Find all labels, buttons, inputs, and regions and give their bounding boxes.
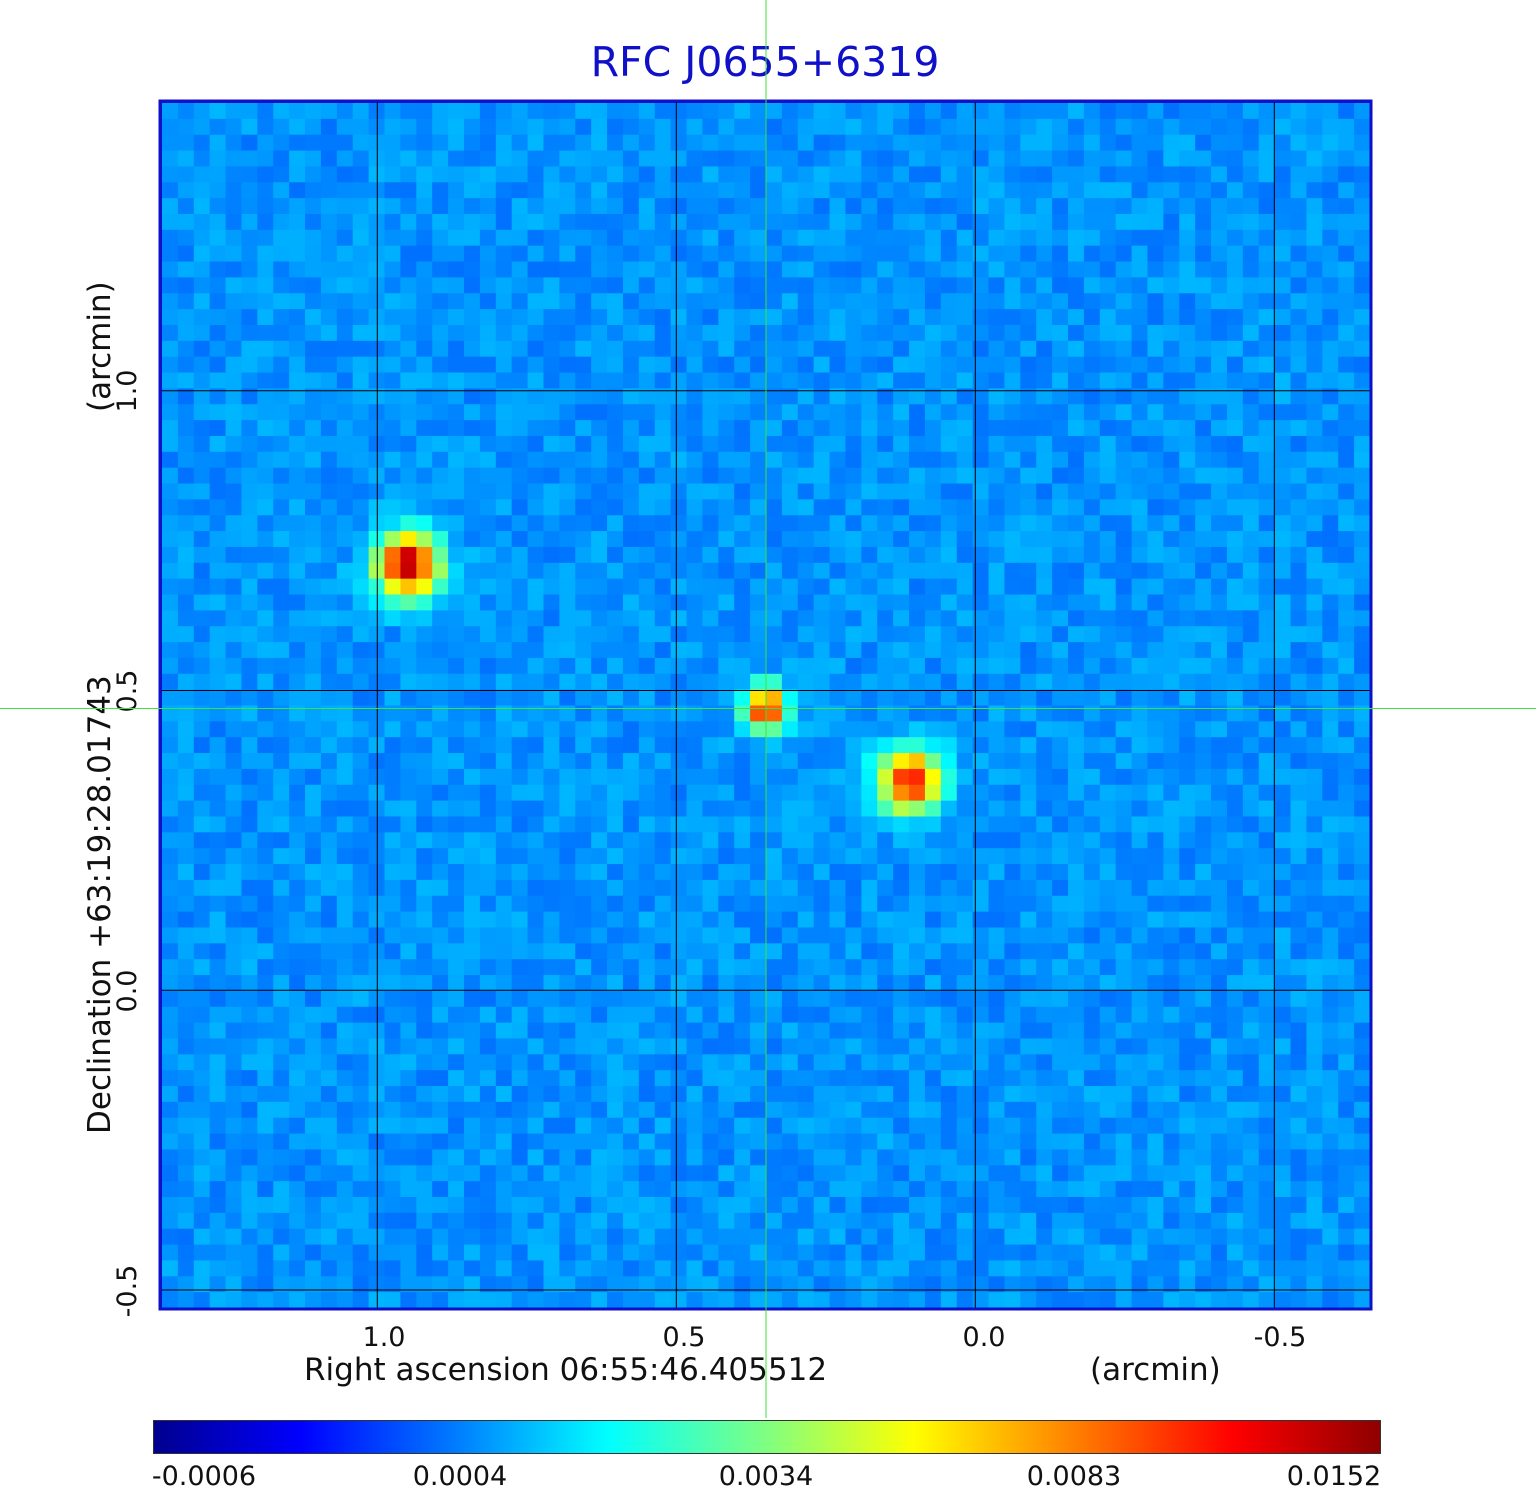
heatmap-plot xyxy=(158,99,1373,1311)
colorbar-tick-label: 0.0083 xyxy=(1026,1461,1122,1492)
x-tick-label: 1.0 xyxy=(362,1322,406,1353)
y-tick-label: -0.5 xyxy=(112,1264,143,1318)
y-axis-unit: (arcmin) xyxy=(82,281,118,412)
colorbar-tick-label: -0.0006 xyxy=(151,1461,257,1492)
heatmap-cells xyxy=(162,103,1371,1309)
colorbar-tick-label: 0.0004 xyxy=(412,1461,508,1492)
x-tick-label: 0.5 xyxy=(662,1322,706,1353)
colorbar xyxy=(153,1420,1381,1454)
y-axis-label: Declination +63:19:28.01743 xyxy=(82,675,118,1134)
colorbar-tick-label: 0.0152 xyxy=(1286,1461,1382,1492)
x-tick-label: -0.5 xyxy=(1253,1322,1307,1353)
x-tick-label: 0.0 xyxy=(962,1322,1006,1353)
colorbar-tick-label: 0.0034 xyxy=(718,1461,814,1492)
x-axis-unit: (arcmin) xyxy=(1090,1352,1221,1388)
chart-title: RFC J0655+6319 xyxy=(590,38,940,86)
x-axis-label: Right ascension 06:55:46.405512 xyxy=(304,1352,828,1388)
